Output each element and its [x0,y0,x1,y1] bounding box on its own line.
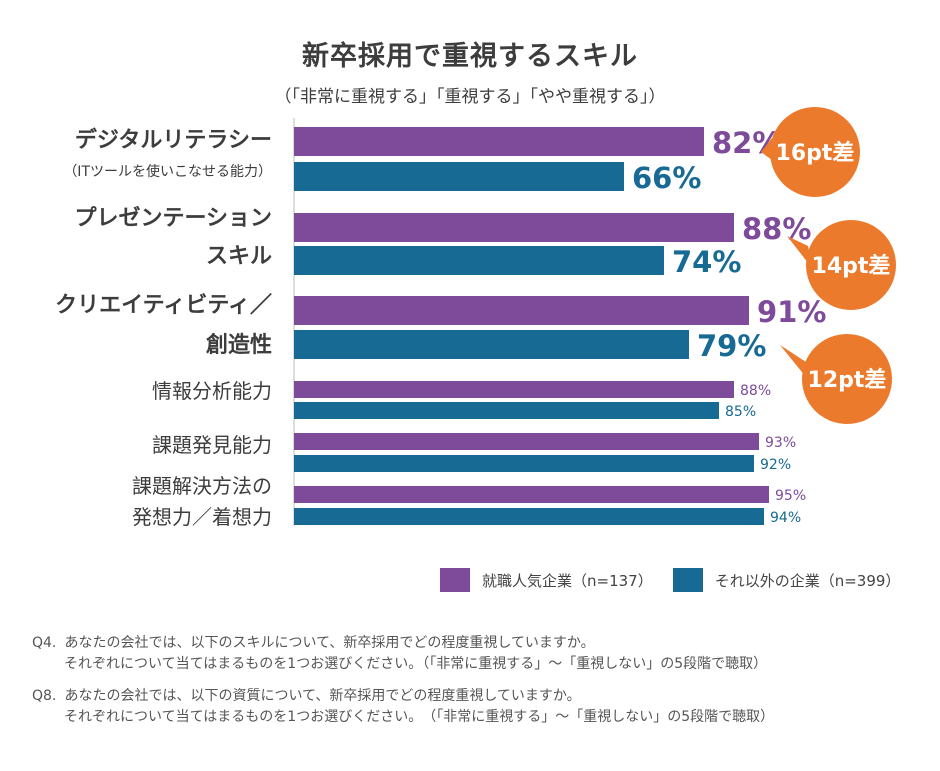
data-label: 92% [760,457,791,473]
footnote-q8: Q8. あなたの会社では、以下の資質について、新卒採用でどの程度重視していますか… [32,686,774,728]
bar [294,486,769,503]
data-label: 66% [632,161,701,195]
bar [294,213,734,242]
category-label: （ITツールを使いこなせる能力） [63,163,272,180]
footnote-q4-line1: あなたの会社では、以下のスキルについて、新卒採用でどの程度重視していますか。 [64,635,595,651]
category-label: 創造性 [206,333,272,358]
footnote-q4: Q4. あなたの会社では、以下のスキルについて、新卒採用でどの程度重視しています… [32,633,767,675]
bar [294,162,624,191]
footnote-q4-label: Q4. [32,635,57,651]
legend-swatch-other [672,568,703,592]
legend-label-other: それ以外の企業（n=399） [714,571,901,590]
category-label: クリエイティビティ／ [55,293,272,318]
category-label: 課題解決方法の [132,474,272,498]
footnote-q4-line2: それぞれについて当てはまるものを1つお選びください。（「非常に重視する」〜「重視… [64,656,768,672]
data-label: 74% [672,245,741,279]
legend: 就職人気企業（n=137） それ以外の企業（n=399） [440,568,920,592]
data-label: 88% [742,212,811,246]
data-label: 85% [725,404,756,420]
callout-bubble [802,334,892,424]
callout-bubble [770,107,860,197]
bar [294,508,764,525]
bar [294,381,734,398]
bar [294,246,664,275]
data-label: 93% [765,435,796,451]
category-label: デジタルリテラシー [75,127,272,153]
data-label: 94% [770,510,801,526]
category-label: プレゼンテーション [74,206,272,231]
data-label: 91% [757,295,826,329]
data-label: 95% [775,488,806,504]
bar-chart: デジタルリテラシー（ITツールを使いこなせる能力）82%66%プレゼンテーション… [55,107,896,529]
legend-swatch-popular [440,568,470,592]
footnote-q8-label: Q8. [32,688,57,704]
legend-item-popular: 就職人気企業（n=137） [440,568,653,592]
category-label: 課題発見能力 [152,433,272,457]
data-label: 79% [697,329,766,363]
bar [294,127,704,156]
footnote-q8-line1: あなたの会社では、以下の資質について、新卒採用でどの程度重視していますか。 [64,688,581,704]
category-label: スキル [206,244,272,269]
legend-item-other: それ以外の企業（n=399） [672,568,901,592]
callout-label: 12pt差 [808,367,887,393]
callout-pointer [787,236,812,268]
bar [294,296,749,325]
category-label: 発想力／着想力 [132,505,272,529]
category-label: 情報分析能力 [152,379,272,403]
bar [294,433,759,450]
bar [294,330,689,359]
callout-pointer [761,138,772,160]
chart-subtitle: （「非常に重視する」「重視する」「やや重視する」） [274,87,666,107]
callout-bubble [806,220,896,310]
callout-label: 14pt差 [812,253,891,279]
bar [294,402,719,419]
footnote-q8-line2: それぞれについて当てはまるものを1つお選びください。 （「非常に重視する」〜「重… [64,709,775,725]
chart-title: 新卒採用で重視するスキル [302,41,638,72]
data-label: 88% [740,383,771,399]
bar [294,455,754,472]
legend-label-popular: 就職人気企業（n=137） [482,571,653,590]
callout-label: 16pt差 [776,140,855,166]
